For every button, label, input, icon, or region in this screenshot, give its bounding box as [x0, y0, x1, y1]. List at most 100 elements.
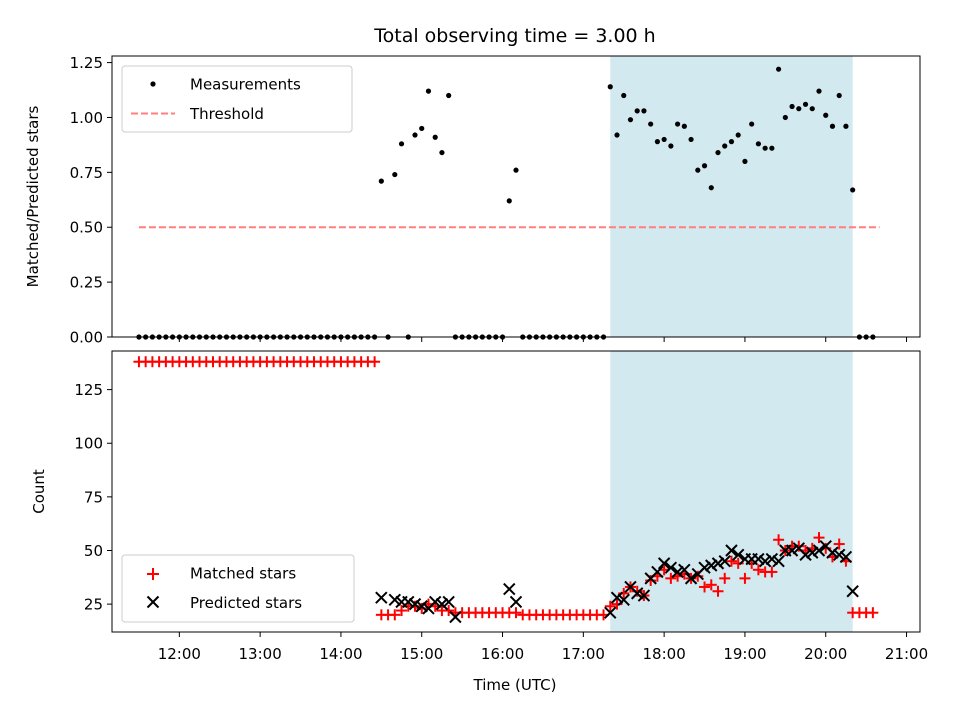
predicted-stars-point	[402, 595, 415, 609]
predicted-stars-point	[449, 610, 462, 624]
measurements-point	[802, 101, 809, 107]
measurements-point	[782, 114, 788, 121]
predicted-stars-point	[806, 546, 819, 559]
predicted-stars-point	[772, 555, 785, 568]
predicted-stars-point	[765, 552, 779, 566]
predicted-stars-point	[651, 565, 664, 579]
measurements-point	[634, 108, 640, 114]
measurements-point	[378, 178, 384, 184]
y-tick-label: 100	[74, 435, 103, 453]
predicted-stars-point	[785, 544, 799, 557]
count-y-axis-label: Count	[30, 469, 48, 514]
y-tick-label: 75	[84, 488, 103, 506]
predicted-stars-point	[678, 563, 691, 577]
ratio-axes-frame	[111, 55, 921, 338]
matched-stars-point	[443, 605, 455, 617]
measurements-point	[681, 123, 687, 129]
x-tick-label: 14:00	[319, 645, 362, 663]
count-panel: 25 50 75 100 125 12:00 13:00 14:00 15:00 16:00 17…	[30, 350, 928, 694]
predicted-stars-point	[604, 606, 617, 619]
predicted-stars-point	[610, 591, 624, 604]
measurements-point	[648, 121, 654, 127]
predicted-stars-point	[799, 548, 812, 561]
measurements-point	[654, 139, 661, 145]
measurements-point	[675, 121, 681, 127]
predicted-stars-point	[731, 548, 745, 561]
measurements-point	[688, 136, 694, 143]
x-tick-label: 12:00	[158, 645, 201, 663]
measurements-point	[735, 132, 741, 138]
predicted-stars-point	[509, 595, 523, 609]
x-tick-label: 21:00	[885, 645, 928, 663]
measurements-point	[419, 125, 425, 132]
predicted-stars-point	[846, 585, 859, 598]
ratio-panel: 0.00 0.25 0.50 0.75 1.00 1.25 Matched/Predict…	[24, 54, 921, 347]
predicted-stars-point	[428, 595, 442, 609]
matched-stars-point	[604, 600, 616, 612]
x-tick-label: 15:00	[400, 645, 443, 663]
measurements-point	[439, 149, 445, 156]
measurements-point	[728, 139, 735, 145]
measurements-point	[412, 132, 418, 138]
measurements-point	[506, 198, 512, 204]
matched-stars-point	[719, 572, 731, 584]
count-axes-frame	[111, 350, 921, 633]
observing-window-shade	[610, 351, 853, 632]
threshold-legend-label: Threshold	[189, 105, 264, 123]
predicted-stars-point	[718, 555, 731, 568]
measurements-point	[641, 108, 647, 114]
measurements-point	[755, 141, 762, 147]
measurements-point	[769, 145, 775, 151]
measurements-point	[621, 92, 627, 99]
x-tick-label: 20:00	[804, 645, 847, 663]
predicted-stars-point	[617, 593, 630, 607]
matched-stars-point	[773, 534, 785, 546]
y-tick-label: 25	[84, 596, 103, 614]
x-tick-label: 17:00	[562, 645, 605, 663]
x-tick-label: 18:00	[643, 645, 686, 663]
matched-stars-point	[510, 607, 522, 619]
predicted-stars-point	[711, 557, 725, 570]
predicted-stars-point	[664, 561, 678, 574]
measurements-point	[398, 141, 405, 147]
measurements-point	[392, 171, 398, 178]
predicted-stars-point	[637, 589, 651, 602]
observing-window-shade	[610, 56, 853, 337]
measurements-point	[789, 103, 795, 110]
measurements-point	[715, 149, 721, 156]
measurements-point	[749, 121, 755, 127]
predicted-stars-legend-marker	[146, 595, 160, 609]
predicted-stars-point	[375, 591, 388, 604]
predicted-stars-point	[826, 546, 839, 559]
measurements-point	[722, 143, 728, 149]
y-tick-label: 0.50	[70, 219, 103, 237]
measurements-point	[850, 187, 856, 193]
predicted-stars-point	[684, 572, 698, 585]
y-tick-label: 0.00	[70, 329, 103, 347]
measurements-point	[513, 167, 519, 173]
measurements-point	[843, 123, 849, 129]
chart-title: Total observing time = 3.00 h	[373, 25, 655, 47]
predicted-stars-point	[442, 595, 455, 609]
predicted-stars-point	[758, 555, 772, 568]
measurements-point	[432, 134, 438, 140]
matched-stars-point	[725, 555, 737, 567]
matched-stars-point	[712, 585, 724, 597]
measurements-point	[836, 92, 842, 99]
y-tick-label: 0.25	[70, 274, 103, 292]
measurements-point	[708, 185, 714, 191]
matched-stars-point	[665, 572, 677, 584]
y-tick-label: 1.25	[70, 54, 103, 72]
predicted-stars-point	[503, 582, 516, 596]
predicted-stars-point	[435, 597, 449, 611]
predicted-stars-point	[408, 597, 422, 611]
ratio-y-axis-label: Matched/Predicted stars	[24, 106, 42, 288]
predicted-stars-point	[725, 544, 738, 557]
measurements-point	[425, 88, 432, 94]
x-tick-label: 16:00	[481, 645, 524, 663]
measurements-point	[816, 88, 822, 94]
predicted-stars-point	[415, 600, 428, 613]
matched-stars-point	[813, 532, 825, 544]
predicted-stars-point	[839, 550, 853, 564]
matched-stars-point	[699, 581, 711, 593]
